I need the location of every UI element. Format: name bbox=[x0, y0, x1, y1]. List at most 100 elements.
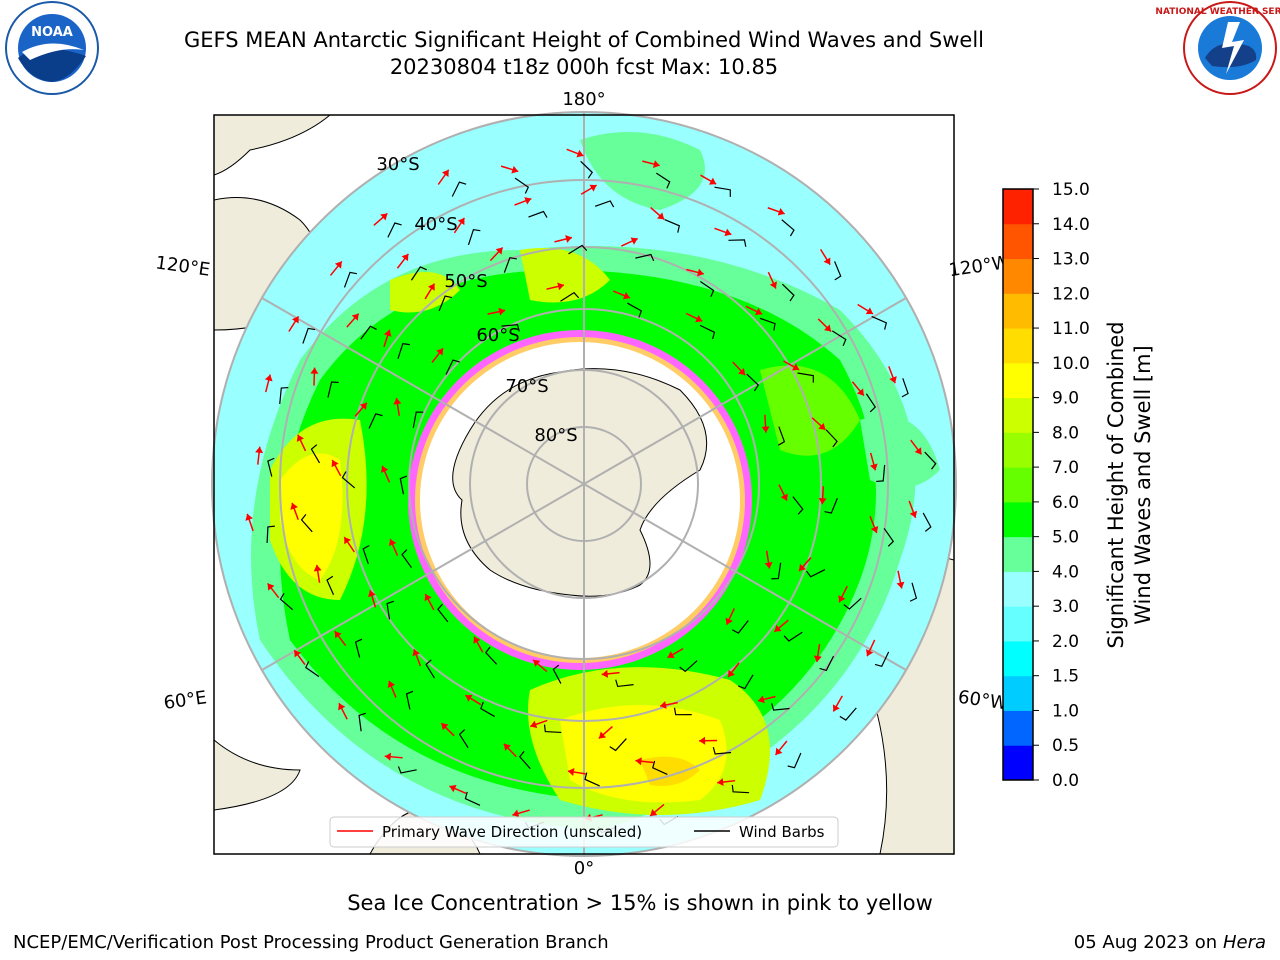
wave-direction-arrow bbox=[767, 271, 778, 289]
wind-barb bbox=[397, 342, 410, 360]
wave-direction-arrow bbox=[761, 414, 770, 433]
wave-direction-arrow bbox=[383, 329, 392, 348]
wave-direction-arrow bbox=[384, 752, 403, 761]
wind-barb bbox=[358, 712, 366, 732]
wave-direction-arrow bbox=[440, 722, 455, 737]
wave-direction-arrow bbox=[818, 486, 827, 505]
wave-direction-arrow bbox=[757, 695, 776, 704]
wave-direction-arrow bbox=[714, 227, 732, 237]
colorbar-swatch bbox=[1003, 223, 1033, 260]
wave-direction-arrow bbox=[910, 439, 923, 455]
wind-barb bbox=[746, 373, 760, 392]
colorbar-tick-label: 14.0 bbox=[1052, 215, 1090, 235]
wind-barb bbox=[514, 177, 530, 194]
colorbar-tick-label: 8.0 bbox=[1052, 423, 1079, 443]
wave-direction-arrow bbox=[431, 347, 444, 363]
wave-direction-arrow bbox=[686, 268, 704, 277]
wind-barb bbox=[279, 592, 294, 611]
wave-direction-arrow bbox=[888, 366, 897, 384]
colorbar-swatch bbox=[1003, 189, 1033, 225]
wind-barb bbox=[783, 631, 803, 642]
wave-direction-arrow bbox=[546, 282, 565, 291]
wave-direction-arrow bbox=[832, 695, 843, 712]
wind-barb bbox=[552, 664, 562, 684]
wave-direction-arrow bbox=[373, 212, 388, 226]
sea-ice-note: Sea Ice Concentration > 15% is shown in … bbox=[347, 891, 933, 915]
wave-direction-arrow bbox=[908, 500, 918, 519]
wind-barb bbox=[464, 791, 481, 806]
wave-direction-arrow bbox=[773, 619, 789, 633]
wind-barb bbox=[401, 549, 412, 568]
wind-barb bbox=[326, 575, 335, 595]
wind-barb bbox=[267, 457, 275, 477]
wind-barb bbox=[615, 679, 634, 688]
colorbar-swatches bbox=[1003, 189, 1033, 781]
wave-direction-arrow bbox=[613, 290, 631, 300]
wave-direction-arrow bbox=[473, 636, 484, 653]
colorbar-tick-label: 12.0 bbox=[1052, 284, 1090, 304]
nws-logo-text: NATIONAL WEATHER SERVICE bbox=[1155, 7, 1280, 17]
wave-direction-arrow bbox=[650, 206, 665, 220]
wave-direction-arrow bbox=[396, 253, 409, 269]
colorbar-swatch bbox=[1003, 293, 1033, 329]
wave-direction-arrow bbox=[503, 743, 517, 758]
wave-direction-arrow bbox=[329, 260, 343, 276]
noaa-logo: NOAA bbox=[5, 1, 99, 95]
wave-direction-arrow bbox=[424, 283, 436, 300]
wind-barb bbox=[731, 784, 750, 794]
colorbar-swatch bbox=[1003, 467, 1033, 503]
wave-direction-arrow bbox=[699, 736, 718, 745]
wind-barb bbox=[437, 603, 449, 623]
colorbar-tick-label: 0.0 bbox=[1052, 771, 1079, 791]
wave-direction-arrow bbox=[767, 207, 785, 216]
wind-barb bbox=[584, 772, 600, 787]
wave-direction-arrow bbox=[869, 516, 879, 534]
wind-barb bbox=[354, 638, 363, 658]
wave-direction-arrow bbox=[649, 803, 665, 817]
wind-barb bbox=[871, 315, 888, 330]
colorbar-tick-label: 11.0 bbox=[1052, 319, 1090, 339]
wave-direction-arrow bbox=[489, 247, 504, 262]
wave-direction-arrow bbox=[819, 249, 831, 266]
wave-direction-arrow bbox=[512, 809, 530, 818]
wind-barb bbox=[397, 766, 417, 774]
wind-barb bbox=[781, 219, 795, 237]
wind-barb bbox=[834, 261, 842, 281]
wind-barb bbox=[528, 210, 548, 218]
wave-direction-arrow bbox=[817, 318, 832, 333]
wave-direction-arrow bbox=[764, 550, 773, 569]
wave-direction-arrow bbox=[598, 726, 613, 740]
date-stamp: 05 Aug 2023 on Hera bbox=[1074, 932, 1266, 953]
wave-direction-arrow bbox=[745, 305, 763, 316]
wave-direction-arrow bbox=[288, 315, 300, 332]
wind-barb bbox=[451, 181, 467, 197]
wind-barb bbox=[279, 386, 289, 405]
wind-barb bbox=[412, 411, 424, 428]
wave-direction-arrow bbox=[393, 397, 402, 416]
wind-barb bbox=[399, 475, 408, 495]
wind-barb bbox=[922, 512, 932, 532]
wind-barb bbox=[771, 562, 782, 580]
wave-direction-arrow bbox=[255, 446, 264, 465]
wave-direction-arrow bbox=[354, 402, 368, 417]
wind-barb bbox=[714, 186, 731, 197]
wind-legend-label: Wind Barbs bbox=[739, 823, 825, 841]
wind-barb bbox=[362, 544, 370, 565]
wind-barb bbox=[302, 327, 316, 344]
colorbar-swatch bbox=[1003, 640, 1033, 677]
lat-label: 30°S bbox=[376, 154, 419, 175]
wave-direction-arrow bbox=[310, 367, 319, 386]
colorbar-tick-label: 0.5 bbox=[1052, 736, 1079, 756]
wave-direction-arrow bbox=[296, 434, 307, 452]
wave-direction-arrow bbox=[725, 608, 735, 626]
wind-barb bbox=[327, 381, 339, 398]
wind-barb bbox=[655, 172, 671, 189]
wave-direction-arrow bbox=[267, 582, 280, 599]
wave-direction-arrow bbox=[368, 589, 377, 608]
colorbar-swatch bbox=[1003, 432, 1033, 468]
wind-barb bbox=[387, 222, 402, 238]
lon-label: 120°W bbox=[947, 252, 1011, 281]
wave-direction-arrow bbox=[453, 217, 466, 234]
wind-barb bbox=[386, 600, 394, 620]
